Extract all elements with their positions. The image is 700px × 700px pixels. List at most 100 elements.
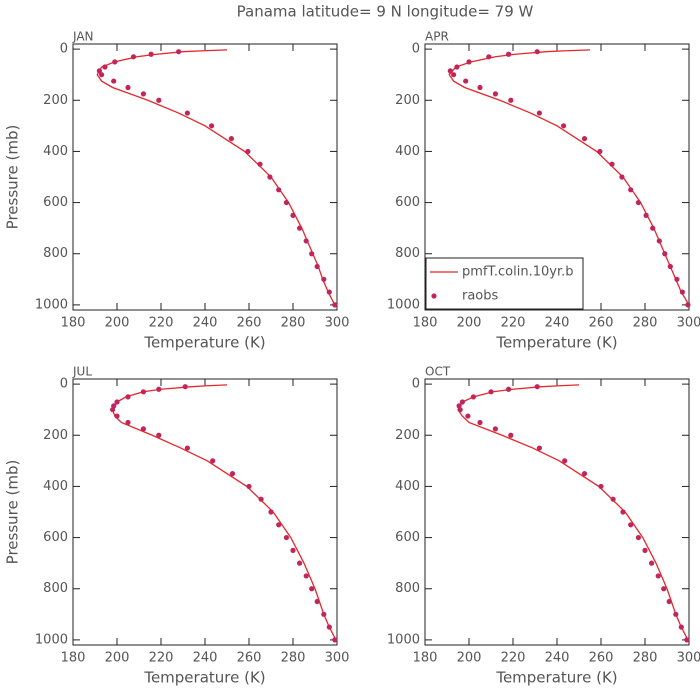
obs-point	[597, 148, 603, 155]
obs-point	[684, 637, 690, 643]
obs-point	[114, 399, 120, 405]
obs-point	[140, 389, 146, 395]
legend-box	[425, 257, 584, 310]
y-tick-label: 800	[43, 246, 68, 261]
obs-point	[609, 161, 615, 167]
obs-point	[561, 123, 567, 129]
obs-point	[667, 263, 673, 270]
obs-point	[673, 611, 679, 617]
y-tick-label: 400	[395, 479, 420, 494]
x-tick-label: 200	[457, 651, 482, 666]
x-axis-label: Temperature (K)	[143, 669, 265, 687]
obs-point	[451, 72, 457, 78]
obs-point	[258, 496, 264, 502]
obs-point	[229, 471, 236, 477]
obs-point	[477, 84, 483, 91]
obs-point	[486, 54, 492, 60]
obs-point	[140, 426, 146, 432]
obs-point	[176, 49, 182, 55]
x-tick-label: 280	[281, 316, 306, 331]
obs-point	[661, 586, 667, 592]
x-tick-label: 220	[149, 651, 174, 666]
obs-point	[125, 394, 131, 400]
obs-point	[642, 547, 648, 553]
obs-point	[619, 174, 625, 180]
obs-point	[536, 110, 543, 116]
x-axis-label: Temperature (K)	[495, 334, 617, 352]
obs-point	[102, 64, 108, 70]
obs-point	[321, 611, 327, 617]
obs-point	[562, 458, 568, 464]
obs-point	[463, 78, 469, 84]
obs-point	[209, 123, 215, 129]
y-tick-label: 1000	[387, 632, 420, 647]
obs-point	[268, 509, 274, 515]
x-tick-label: 220	[149, 316, 174, 331]
y-tick-label: 1000	[35, 632, 68, 647]
y-tick-label: 1000	[387, 297, 420, 312]
obs-point	[459, 399, 465, 405]
y-tick-label: 600	[43, 195, 68, 210]
y-axis-label: Pressure (mb)	[4, 125, 22, 230]
obs-point	[314, 598, 320, 605]
obs-point	[182, 384, 188, 390]
x-tick-label: 180	[61, 316, 86, 331]
obs-point	[245, 148, 251, 155]
obs-point	[276, 522, 282, 528]
obs-point	[534, 49, 540, 55]
x-tick-label: 300	[325, 316, 350, 331]
obs-point	[210, 458, 216, 464]
x-tick-label: 260	[589, 316, 614, 331]
y-tick-label: 0	[60, 377, 68, 392]
obs-point	[465, 413, 471, 419]
x-tick-label: 200	[457, 316, 482, 331]
obs-point	[283, 534, 289, 541]
x-tick-label: 240	[193, 651, 218, 666]
y-axis-label: Pressure (mb)	[4, 460, 22, 565]
obs-point	[674, 276, 680, 282]
model-line	[111, 384, 337, 641]
x-tick-label: 260	[589, 651, 614, 666]
obs-point	[628, 187, 634, 193]
obs-point	[679, 289, 686, 295]
legend-dot	[431, 293, 437, 299]
obs-point	[610, 496, 616, 502]
y-tick-label: 400	[395, 144, 420, 159]
y-tick-label: 200	[43, 428, 68, 443]
plot-frame	[72, 43, 338, 311]
obs-point	[655, 573, 661, 579]
x-tick-label: 200	[105, 316, 130, 331]
obs-point	[581, 471, 588, 477]
obs-point	[470, 394, 476, 400]
obs-point	[267, 174, 273, 180]
obs-point	[628, 522, 634, 528]
obs-point	[488, 389, 494, 395]
x-tick-label: 280	[281, 651, 306, 666]
x-tick-label: 220	[501, 316, 526, 331]
x-tick-label: 240	[545, 651, 570, 666]
obs-point	[257, 161, 263, 167]
panel-label: APR	[425, 30, 449, 44]
obs-point	[635, 534, 642, 541]
x-tick-label: 260	[237, 316, 262, 331]
obs-point	[148, 51, 154, 57]
x-tick-label: 180	[413, 651, 438, 666]
obs-point	[454, 64, 460, 70]
obs-point	[506, 51, 512, 57]
legend-label: pmfT.colin.10yr.b	[462, 265, 574, 280]
obs-point	[276, 187, 282, 193]
obs-point	[246, 483, 252, 490]
x-tick-label: 300	[677, 316, 700, 331]
x-tick-label: 260	[237, 651, 262, 666]
obs-point	[332, 302, 338, 308]
obs-point	[309, 251, 315, 257]
y-tick-label: 600	[395, 195, 420, 210]
y-tick-label: 200	[395, 428, 420, 443]
obs-point	[456, 403, 462, 409]
obs-point	[156, 386, 162, 392]
panel-label: JAN	[72, 30, 94, 44]
x-tick-label: 180	[413, 316, 438, 331]
x-tick-label: 240	[545, 316, 570, 331]
